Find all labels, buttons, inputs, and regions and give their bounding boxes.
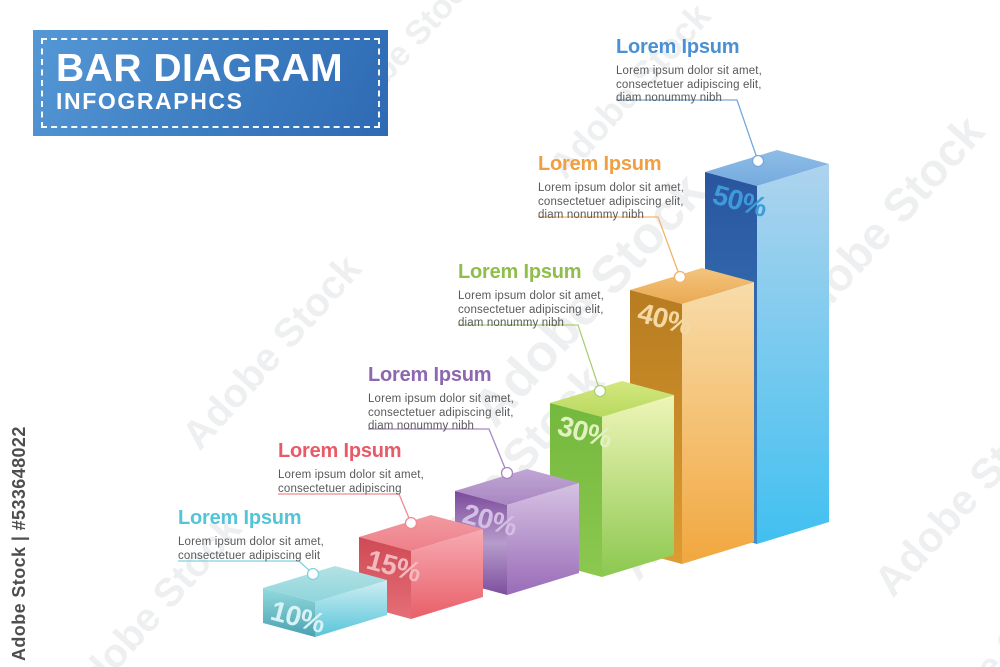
title-banner: BAR DIAGRAM INFOGRAPHCS xyxy=(33,30,388,136)
callout-body-orange: Lorem ipsum dolor sit amet, consectetuer … xyxy=(538,182,684,221)
callout-connector-green xyxy=(458,324,601,392)
bar-purple-right-face xyxy=(507,483,579,595)
callout-teal: Lorem Ipsum Lorem ipsum dolor sit amet, co… xyxy=(178,508,373,563)
callout-blue: Lorem Ipsum Lorem ipsum dolor sit amet, co… xyxy=(616,37,811,106)
bar-green-top-face xyxy=(550,381,674,417)
callout-anchor-circle-green xyxy=(593,384,607,398)
banner-title: BAR DIAGRAM xyxy=(56,47,344,90)
stock-watermark-credit: Adobe Stock | #533648022 xyxy=(9,426,29,661)
banner-subtitle: INFOGRAPHCS xyxy=(56,87,244,114)
bar-red-right-face xyxy=(411,529,483,619)
callout-anchor-circle-red xyxy=(404,516,418,530)
callout-anchor-circle-blue xyxy=(751,154,765,168)
bar-orange-right-face xyxy=(682,282,754,564)
bar-blue-right-face xyxy=(757,164,829,544)
callout-connector-orange xyxy=(538,216,681,278)
callout-body-blue: Lorem ipsum dolor sit amet, consectetuer … xyxy=(616,65,762,104)
bar-purple-top-face xyxy=(455,469,579,505)
callout-heading-green: Lorem Ipsum xyxy=(458,261,582,283)
callout-heading-blue: Lorem Ipsum xyxy=(616,36,740,58)
callout-heading-teal: Lorem Ipsum xyxy=(178,507,302,529)
bar-teal-left-face xyxy=(263,588,315,637)
callout-body-purple: Lorem ipsum dolor sit amet, consectetuer … xyxy=(368,393,514,432)
bar-teal-top-face xyxy=(263,566,387,602)
callout-orange: Lorem Ipsum Lorem ipsum dolor sit amet, co… xyxy=(538,154,733,223)
callout-anchor-circle-orange xyxy=(673,270,687,284)
bar-green-right-face xyxy=(602,395,674,577)
callout-heading-orange: Lorem Ipsum xyxy=(538,153,662,175)
callout-red: Lorem Ipsum Lorem ipsum dolor sit amet, co… xyxy=(278,441,473,496)
callout-anchor-circle-purple xyxy=(500,466,514,480)
callout-body-teal: Lorem ipsum dolor sit amet, consectetuer … xyxy=(178,536,324,562)
bar-red-top-face xyxy=(359,515,483,551)
title-banner-dashed-border: BAR DIAGRAM INFOGRAPHCS xyxy=(41,38,380,128)
bar-teal-right-face xyxy=(315,580,387,637)
bar-orange-top-face xyxy=(630,268,754,304)
callout-body-green: Lorem ipsum dolor sit amet, consectetuer … xyxy=(458,290,604,329)
callout-body-red: Lorem ipsum dolor sit amet, consectetuer … xyxy=(278,469,424,495)
bar-blue-top-face xyxy=(705,150,829,186)
callout-connector-blue xyxy=(616,99,759,162)
callout-green: Lorem Ipsum Lorem ipsum dolor sit amet, co… xyxy=(458,262,653,331)
callout-heading-purple: Lorem Ipsum xyxy=(368,364,492,386)
callout-connector-red xyxy=(278,493,412,524)
callout-heading-red: Lorem Ipsum xyxy=(278,440,402,462)
callout-connector-teal xyxy=(178,560,314,575)
callout-purple: Lorem Ipsum Lorem ipsum dolor sit amet, co… xyxy=(368,365,563,434)
callout-connector-purple xyxy=(368,428,508,474)
callout-anchor-circle-teal xyxy=(306,567,320,581)
